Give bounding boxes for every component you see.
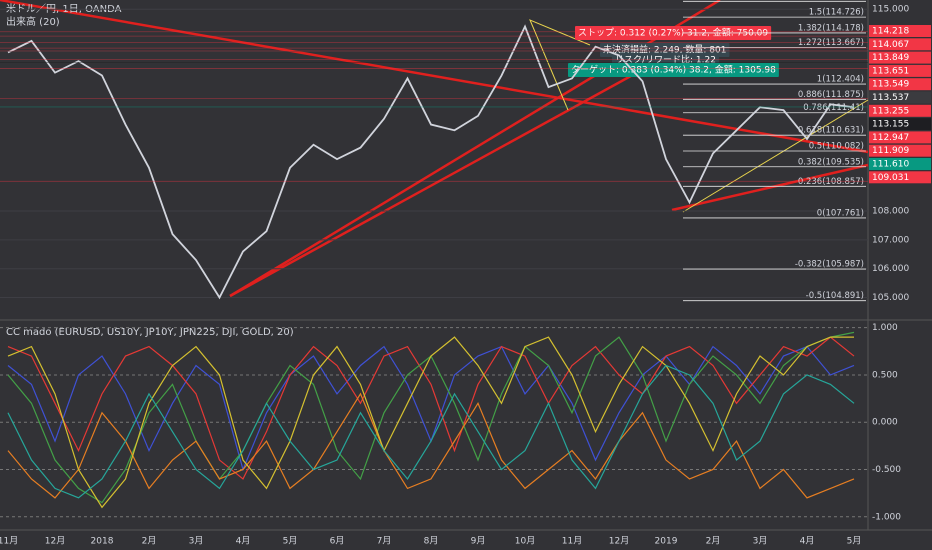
fib-label: 0.382(109.535): [798, 157, 864, 167]
x-tick-label: 2月: [706, 536, 721, 547]
fib-label: 1.382(114.178): [798, 23, 864, 33]
y-tick-label: -1.000: [872, 512, 901, 522]
fib-label: 0.886(111.875): [798, 90, 864, 100]
x-tick-label: 10月: [515, 536, 535, 547]
annotation-box: [568, 63, 779, 77]
y-tick-label: 0.000: [872, 418, 898, 428]
price-tag: [869, 51, 931, 64]
annotation-box: [575, 26, 772, 40]
price-tag: [869, 38, 931, 51]
price-tag-label: 111.610: [872, 160, 909, 170]
price-tag-label: 109.031: [872, 173, 909, 183]
annotation-text: ストップ: 0.312 (0.27%) 31.2, 金額: 750.09: [578, 27, 768, 39]
x-tick-label: 12月: [609, 536, 629, 547]
x-tick-label: 2019: [655, 537, 678, 547]
x-tick-label: 5月: [283, 536, 298, 547]
x-tick-label: 5月: [847, 536, 862, 547]
price-tag: [869, 91, 931, 104]
data-line: [7, 336, 854, 509]
price-tag: [869, 118, 931, 131]
annotations: ストップ: 0.312 (0.27%) 31.2, 金額: 750.09 未決済損…: [568, 26, 779, 77]
x-tick-label: 6月: [330, 536, 345, 547]
price-tag-label: 112.947: [872, 133, 909, 143]
y-tick-label: 1.000: [872, 323, 898, 333]
price-tag-label: 113.537: [872, 93, 909, 103]
y-tick-label: 108.000: [872, 207, 909, 217]
x-tick-label: 3月: [753, 536, 768, 547]
y-tick-label: 105.000: [872, 293, 909, 303]
price-tag: [869, 144, 931, 157]
price-tag-label: 113.549: [872, 80, 909, 90]
x-tick-label: 7月: [377, 536, 392, 547]
x-tick-label: 4月: [236, 536, 251, 547]
price-tag: [869, 158, 931, 170]
y-tick-label: 106.000: [872, 264, 909, 274]
data-line: [7, 336, 855, 480]
annotation-text: ターゲット: 0.383 (0.34%) 38.2, 金額: 1305.98: [571, 64, 776, 76]
x-tick-label: 11月: [0, 536, 18, 547]
x-tick-label: 9月: [471, 536, 486, 547]
trend-line: [0, 0, 869, 154]
price-tag: [869, 25, 931, 37]
annotation-text: 未決済損益: 2.249, 数量: 801: [603, 44, 726, 56]
price-tag: [869, 171, 931, 184]
y-tick-label: 115.000: [872, 5, 909, 15]
fib-label: 1.272(113.667): [798, 38, 864, 48]
chart-title: 米ドル／円, 1日, OANDA: [6, 2, 122, 15]
fib-label: 1.5(114.726): [809, 8, 864, 18]
x-tick-label: 2018: [91, 537, 114, 547]
fib-label: 0.786(111.41): [803, 103, 864, 113]
price-tag-label: 113.849: [872, 53, 909, 63]
volume-title: 出来高 (20): [6, 15, 60, 28]
fib-label: 0(107.761): [817, 208, 864, 218]
annotation-text: リスク/リワード比: 1.22: [615, 54, 716, 66]
x-tick-label: 11月: [562, 536, 582, 547]
price-tag: [869, 104, 931, 117]
y-tick-label: 107.000: [872, 235, 909, 245]
price-tag: [869, 131, 931, 144]
x-tick-label: 4月: [800, 536, 815, 547]
fib-label: 0.5(110.082): [809, 142, 864, 152]
price-tag-label: 113.155: [872, 120, 909, 130]
fib-label: 0.236(108.857): [798, 177, 864, 187]
y-tick-label: 0.500: [872, 370, 898, 380]
data-line: [7, 24, 855, 300]
fib-label: 1.618(115.274): [798, 0, 864, 2]
trend-line: [229, 58, 661, 298]
x-tick-label: 2月: [142, 536, 157, 547]
y-tick-label: -0.500: [872, 465, 901, 475]
fib-label: -0.382(105.987): [795, 260, 864, 270]
x-tick-label: 8月: [424, 536, 439, 547]
pattern-line: [682, 99, 869, 213]
price-tag: [869, 64, 931, 77]
price-tag-label: 113.255: [872, 106, 909, 116]
price-tag-label: 113.651: [872, 66, 909, 76]
trend-line: [671, 163, 869, 212]
price-tag-label: 111.909: [872, 146, 909, 156]
price-tag-label: 114.067: [872, 40, 909, 50]
price-tag: [869, 78, 931, 91]
price-tag-label: 114.218: [872, 27, 909, 37]
pattern-line: [529, 19, 591, 111]
fib-label: 0.618(110.631): [798, 126, 864, 136]
x-tick-label: 12月: [45, 536, 65, 547]
data-line: [7, 392, 855, 499]
x-tick-label: 3月: [189, 536, 204, 547]
data-line: [7, 364, 855, 499]
indicator-title: CC mado (EURUSD, US10Y, JP10Y, JPN225, D…: [6, 327, 294, 338]
fib-label: -0.5(104.891): [806, 291, 864, 301]
fib-label: 1(112.404): [817, 75, 864, 85]
